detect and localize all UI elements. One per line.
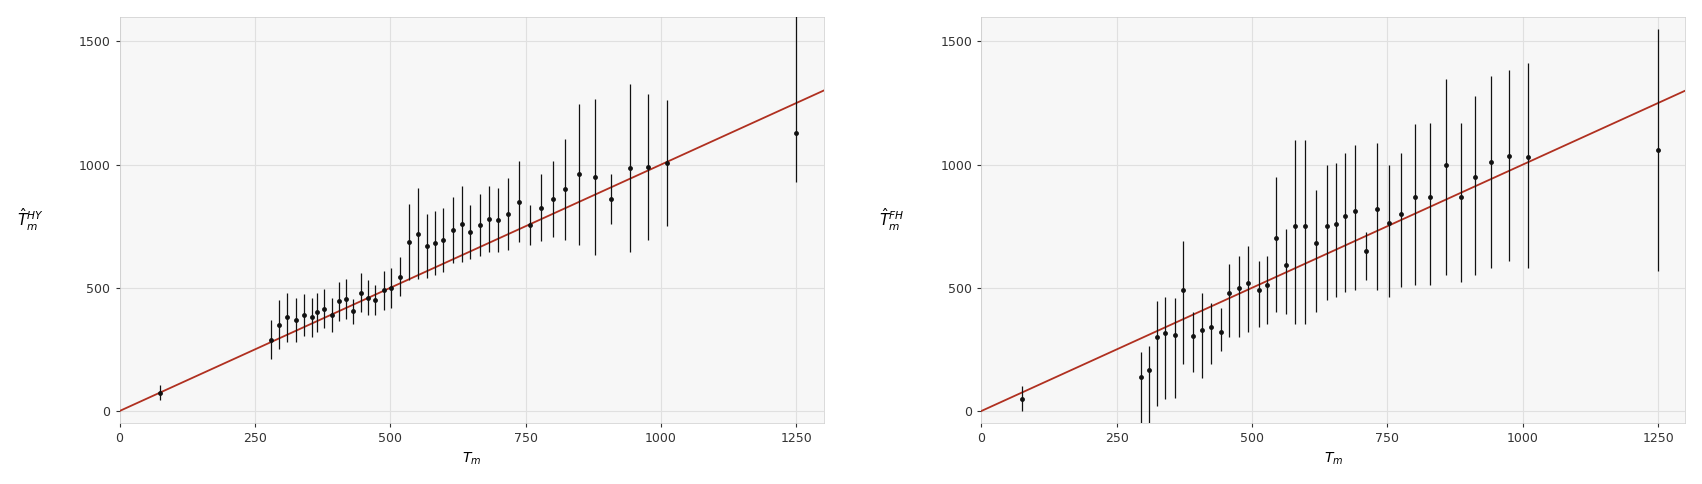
Y-axis label: $\hat{T}_m^{HY}$: $\hat{T}_m^{HY}$ <box>17 207 43 233</box>
X-axis label: $T_m$: $T_m$ <box>1324 451 1343 468</box>
X-axis label: $T_m$: $T_m$ <box>461 451 482 468</box>
Y-axis label: $\hat{T}_m^{FH}$: $\hat{T}_m^{FH}$ <box>880 207 904 233</box>
